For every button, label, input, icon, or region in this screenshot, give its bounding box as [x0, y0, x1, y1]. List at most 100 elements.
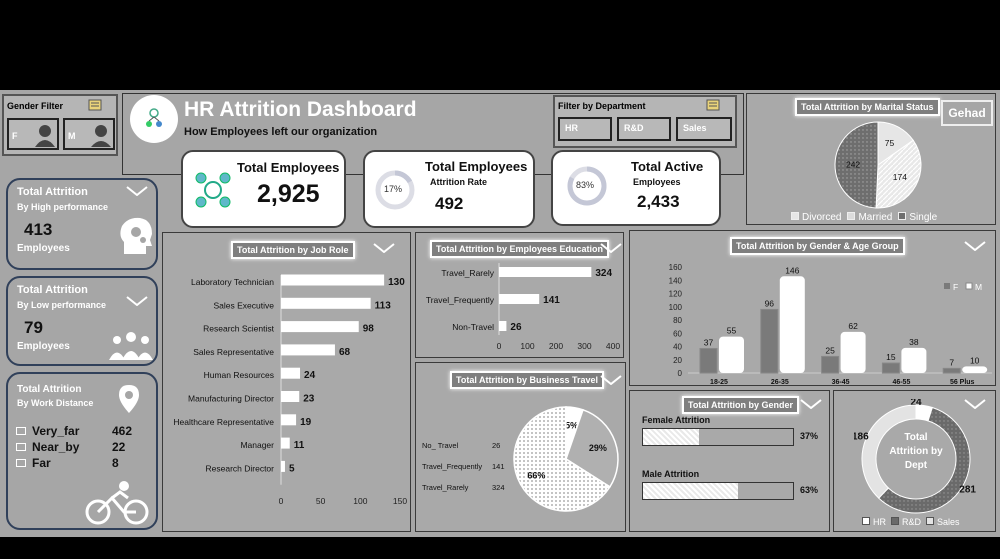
tick-label: 60: [673, 329, 682, 338]
tick-label: 20: [673, 356, 682, 365]
location-pin-icon: [119, 385, 139, 413]
chevron-down-icon[interactable]: [964, 241, 986, 251]
data-label-female: 7: [949, 357, 954, 367]
distance-title: Total Attrition: [17, 384, 82, 395]
kpi-active-label: Total Active: [631, 159, 704, 174]
data-label: 5: [289, 463, 295, 474]
pie-slice: [875, 139, 922, 209]
legend-swatch-female: [944, 283, 950, 289]
bar-male: [719, 336, 744, 373]
bar: [281, 414, 297, 426]
tick-label: 100: [353, 496, 367, 506]
data-label-male: 146: [785, 265, 799, 275]
chevron-down-icon[interactable]: [126, 296, 148, 306]
gender-option-m[interactable]: M: [63, 118, 115, 150]
distance-value: 8: [112, 456, 119, 470]
bar: [499, 267, 592, 277]
dept-option-sales[interactable]: Sales: [676, 117, 732, 141]
data-label-female: 37: [704, 337, 714, 347]
distance-label: Very_far: [32, 424, 80, 438]
data-label-male: 55: [727, 326, 737, 336]
tick-label: 150: [393, 496, 407, 506]
kpi-attrition-value: 492: [435, 194, 464, 213]
chevron-down-icon[interactable]: [126, 186, 148, 196]
bar-female: [821, 355, 840, 374]
team-network-icon: [146, 108, 162, 127]
category-label: Research Scientist: [203, 324, 275, 334]
legend-swatch: [862, 517, 870, 525]
legend-entry: Divorced: [791, 212, 841, 223]
pie-slice: [834, 121, 879, 209]
category-label: Research Director: [206, 463, 275, 473]
gender-age-panel: Total Attrition by Gender & Age Group 0 2…: [629, 230, 996, 386]
chevron-down-icon[interactable]: [373, 243, 395, 253]
bar: [281, 344, 335, 356]
category-label: Manager: [240, 440, 274, 450]
chevron-down-icon[interactable]: [800, 399, 822, 409]
gender-bar-label: Male Attrition: [642, 469, 700, 479]
legend-label: No_ Travel: [422, 441, 459, 450]
legend-label: R&D: [902, 517, 922, 527]
distance-value: 22: [112, 440, 126, 454]
category-label: Sales Executive: [214, 300, 275, 310]
distance-subtitle: By Work Distance: [17, 398, 94, 408]
data-label-male: 10: [970, 355, 980, 365]
dept-filter-title: Filter by Department: [558, 101, 646, 111]
gender-bar-value: 63%: [800, 485, 819, 495]
dept-option-rnd[interactable]: R&D: [617, 117, 671, 141]
kpi-total-employees-value: 2,925: [257, 180, 320, 208]
job-role-panel: Total Attrition by Job Role Laboratory T…: [162, 232, 411, 532]
business-travel-title: Total Attrition by Business Travel: [450, 371, 605, 389]
gender-attrition-title: Total Attrition by Gender: [682, 396, 799, 414]
slicer-multiselect-icon[interactable]: [88, 99, 102, 111]
gender-attrition-panel: Total Attrition by Gender Female Attriti…: [629, 390, 830, 532]
male-avatar-icon: [91, 125, 111, 147]
category-label: Non-Travel: [452, 322, 494, 332]
dept-center-label: Total Attrition by Dept: [884, 431, 948, 473]
high-perf-title: Total Attrition: [17, 186, 88, 198]
gender-filter-slicer: Gender Filter F M: [2, 94, 118, 156]
gender-filter-title: Gender Filter: [7, 101, 64, 111]
education-title: Total Attrition by Employees Education: [430, 240, 610, 258]
business-travel-panel: Total Attrition by Business Travel No_ T…: [415, 362, 626, 532]
tick-label: 120: [669, 290, 683, 299]
bar-male: [840, 331, 866, 373]
donut-fill: [395, 170, 413, 184]
kpi-total-employees: Total Employees 2,925: [181, 150, 346, 228]
category-label: Laboratory Technician: [191, 277, 274, 287]
legend-label: HR: [873, 517, 886, 527]
legend-swatch-male: [965, 282, 973, 290]
kpi-attrition-pct: 17%: [384, 184, 403, 194]
tick-label: 40: [673, 343, 682, 352]
data-label-female: 15: [886, 352, 896, 362]
kpi-total-active: Total Active Employees 2,433 83%: [551, 150, 721, 226]
dept-legend: HR R&D Sales: [862, 517, 965, 527]
legend-value: 26: [492, 441, 501, 450]
high-perf-subtitle: By High performance: [17, 202, 109, 212]
legend-swatch: [847, 212, 856, 220]
dept-option-hr[interactable]: HR: [558, 117, 612, 141]
dept-donut: 24 281 186: [854, 399, 976, 514]
chevron-down-icon[interactable]: [964, 399, 986, 409]
job-role-title: Total Attrition by Job Role: [231, 241, 355, 259]
legend-label: Married: [858, 212, 893, 223]
attrition-high-performance-card: Total Attrition By High performance 413 …: [6, 178, 158, 270]
legend-label: Sales: [937, 517, 960, 527]
slicer-multiselect-icon[interactable]: [706, 99, 720, 111]
slice-label: 5%: [565, 421, 578, 431]
chevron-down-icon[interactable]: [600, 243, 622, 253]
legend-swatch: [898, 212, 907, 220]
tick-label: 0: [279, 496, 284, 506]
distance-label: Far: [32, 456, 51, 470]
gender-option-f[interactable]: F: [7, 118, 59, 150]
legend-label-male: M: [975, 282, 982, 292]
tick-label: 300: [577, 341, 591, 351]
legend-swatch: [16, 443, 26, 451]
slice-label: 75: [885, 138, 895, 148]
chevron-down-icon[interactable]: [600, 375, 622, 385]
bar-male: [962, 366, 988, 373]
gender-option-f-label: F: [12, 131, 18, 141]
low-perf-unit: Employees: [17, 341, 70, 352]
legend-entry: Married: [847, 212, 892, 223]
legend-swatch: [926, 517, 935, 525]
